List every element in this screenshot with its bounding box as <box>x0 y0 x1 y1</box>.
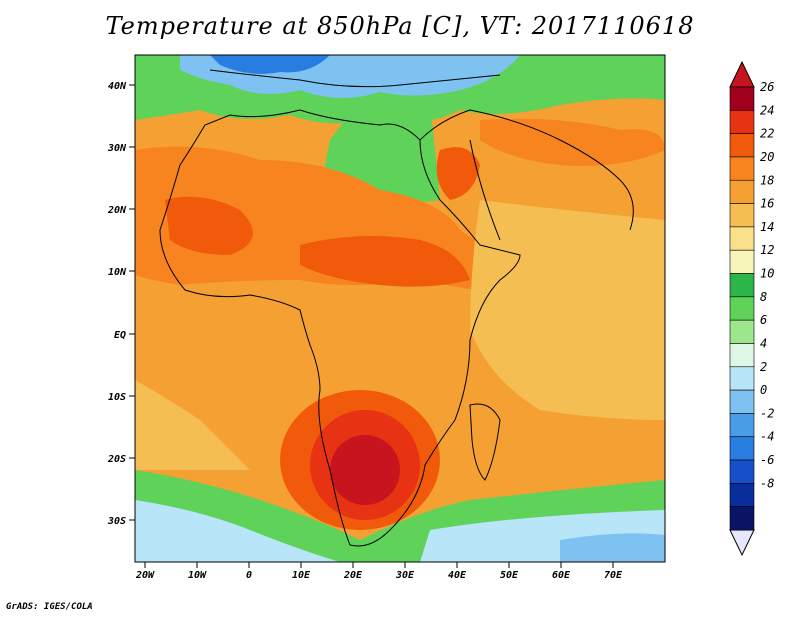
mediterranean-coast <box>209 69 501 88</box>
colorbar-swatch <box>729 413 755 438</box>
colorbar-label: -6 <box>760 453 774 467</box>
field-iran-warm <box>480 118 665 166</box>
lat-label: 30N <box>107 143 127 154</box>
colorbar-label: 8 <box>760 290 767 304</box>
colorbar-swatch <box>729 483 755 507</box>
colorbar-label: 4 <box>760 336 767 350</box>
coastlines <box>159 69 634 547</box>
lon-label: 30E <box>395 570 415 581</box>
colorbar-label: -8 <box>760 476 774 490</box>
colorbar-label: 16 <box>760 197 774 211</box>
africa-outline <box>159 109 521 547</box>
field-south-africa-core <box>330 435 400 505</box>
colorbar-label: 20 <box>760 150 774 164</box>
map-frame <box>134 54 666 563</box>
field-south-blue-west <box>135 500 340 562</box>
grads-credit: GrADS: IGES/COLA <box>6 602 93 612</box>
lon-labels: 20W 10W 0 10E 20E 30E 40E 50E 60E 70E <box>135 570 623 581</box>
colorbar-label: 12 <box>760 243 774 257</box>
colorbar-label: 0 <box>760 383 767 397</box>
lat-label: 10N <box>108 267 127 278</box>
arabia-coast <box>419 109 634 231</box>
colorbar-label: 6 <box>760 313 767 327</box>
lon-label: 10W <box>188 570 207 581</box>
field-west-hot <box>165 196 253 255</box>
colorbar-swatch <box>729 366 755 391</box>
lon-label: 10E <box>292 570 311 581</box>
field-band-north-darkblue <box>210 55 330 74</box>
lat-label: 20S <box>107 454 126 465</box>
colorbar-swatch <box>729 343 755 368</box>
lat-label: 10S <box>108 392 126 403</box>
colorbar-label: 10 <box>760 267 774 281</box>
lat-label: 40N <box>108 81 127 92</box>
colorbar-swatch <box>729 436 755 461</box>
colorbar-swatch <box>729 319 755 344</box>
lon-label: 70E <box>604 570 623 581</box>
colorbar-label: -2 <box>760 406 774 420</box>
lon-label: 0 <box>246 570 252 581</box>
field-central-hot <box>300 236 470 287</box>
colorbar-swatch <box>729 156 755 181</box>
colorbar-swatch <box>729 389 755 414</box>
lon-label: 20W <box>135 570 155 581</box>
lat-label: 30S <box>107 516 126 527</box>
colorbar-swatch <box>729 296 755 321</box>
temperature-field <box>135 55 665 562</box>
colorbar-label: 18 <box>760 173 774 187</box>
colorbar-label: 22 <box>760 127 774 141</box>
colorbar-label: 14 <box>760 220 774 234</box>
lat-label: EQ <box>114 330 126 341</box>
colorbar-swatch <box>729 86 755 111</box>
axis-ticks <box>129 84 614 568</box>
red-sea-coast <box>469 139 501 241</box>
colorbar-arrow-bottom <box>729 529 755 557</box>
colorbar-swatch <box>729 249 755 274</box>
colorbar-swatch <box>729 506 755 531</box>
colorbar-label: 26 <box>760 80 774 94</box>
lon-label: 60E <box>552 570 571 581</box>
colorbar-swatch <box>729 273 755 298</box>
colorbar-label: 24 <box>760 103 774 117</box>
lat-label: 20N <box>107 205 127 216</box>
colorbar-swatch <box>729 110 755 134</box>
colorbar-swatch <box>729 133 755 158</box>
colorbar-label: 2 <box>760 360 767 374</box>
field-south-deepblue <box>560 533 665 562</box>
field-atlantic-warm <box>135 380 250 470</box>
colorbar-arrow-top <box>729 60 755 88</box>
colorbar-swatch <box>729 459 755 484</box>
colorbar-swatch <box>729 179 755 204</box>
madagascar-outline <box>469 403 501 481</box>
lon-label: 50E <box>500 570 519 581</box>
colorbar-swatch <box>729 226 755 251</box>
lat-labels: 40N 30N 20N 10N EQ 10S 20S 30S <box>107 81 127 527</box>
map-title: Temperature at 850hPa [C], VT: 201711061… <box>105 12 695 40</box>
colorbar-swatch <box>729 203 755 228</box>
lon-label: 40E <box>448 570 467 581</box>
lon-label: 20E <box>343 570 363 581</box>
field-arabia-hot <box>436 147 480 200</box>
colorbar-label: -4 <box>760 430 774 444</box>
